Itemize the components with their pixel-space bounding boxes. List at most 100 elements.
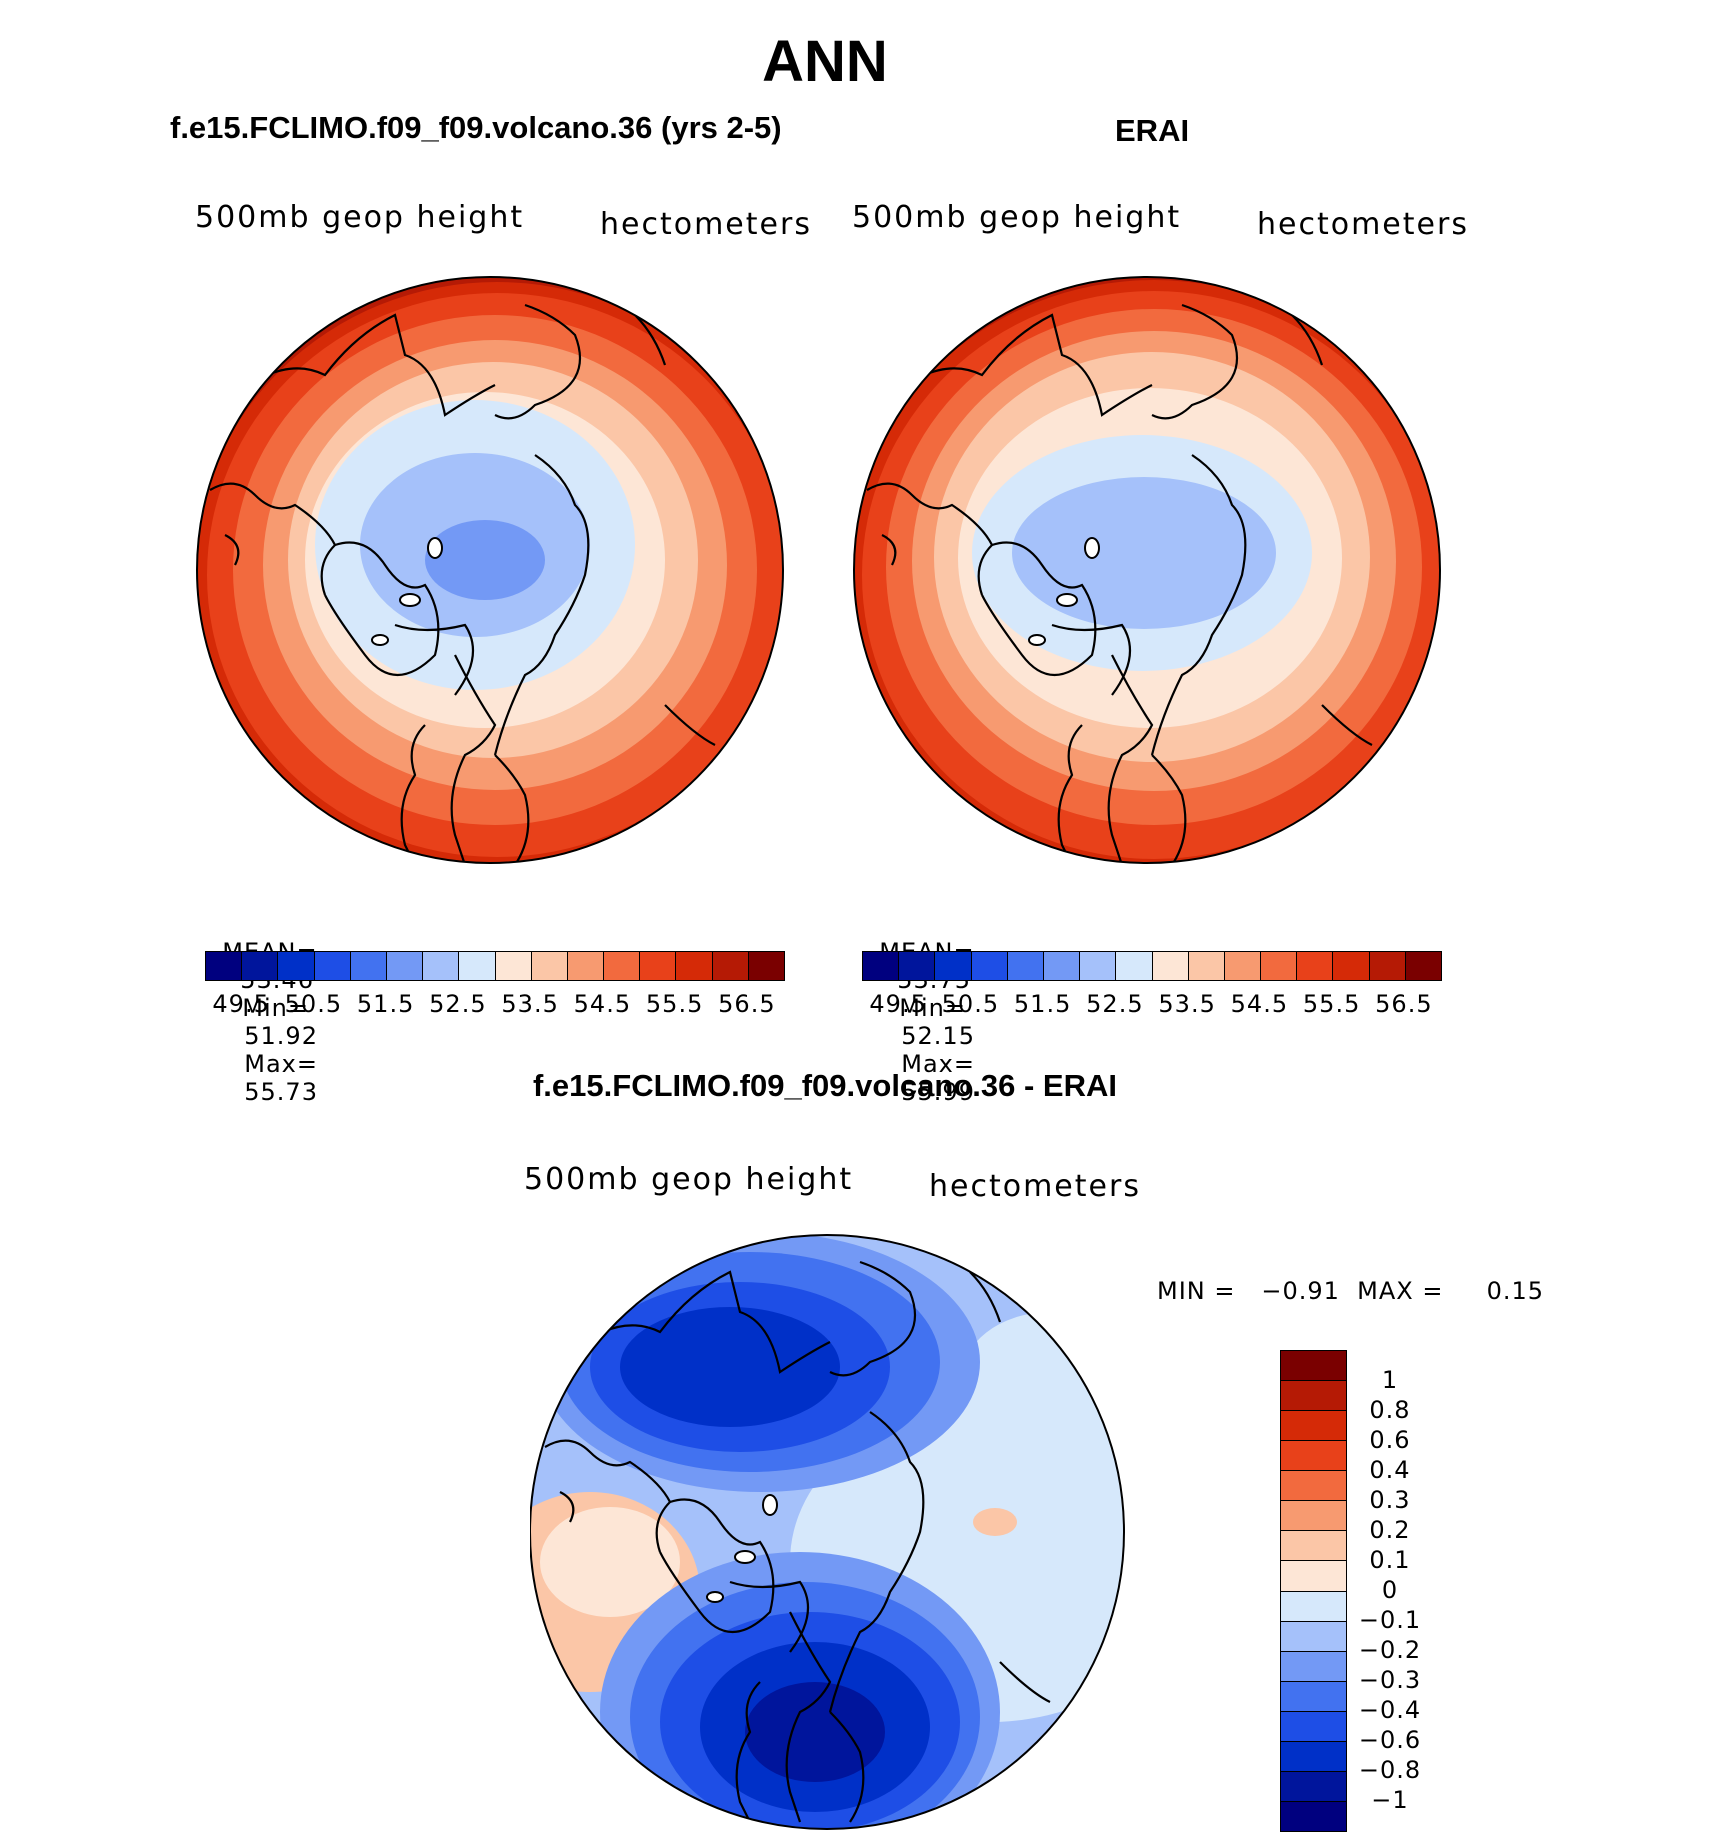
obs-polar-map [853, 276, 1441, 864]
model-polar-map [196, 276, 784, 864]
diff-min-max: MIN = −0.91 MAX = 0.15 [1157, 1277, 1545, 1305]
colorbar-swatch [603, 952, 640, 980]
model-colorbar [205, 951, 785, 981]
colorbar-tick-label: 56.5 [718, 990, 776, 1018]
model-panel-title: f.e15.FCLIMO.f09_f09.volcano.36 (yrs 2-5… [170, 110, 782, 145]
colorbar-tick-label: 52.5 [429, 990, 487, 1018]
colorbar-tick-label: 0.1 [1369, 1546, 1411, 1574]
colorbar-tick-label: 56.5 [1375, 990, 1433, 1018]
colorbar-swatch [1151, 952, 1188, 980]
colorbar-swatch [863, 952, 899, 980]
colorbar-tick-label: 50.5 [941, 990, 1000, 1018]
diff-polar-map [530, 1234, 1125, 1830]
model-units-label: hectometers [600, 207, 812, 242]
colorbar-swatch [1281, 1770, 1346, 1801]
colorbar-swatch [1281, 1800, 1346, 1831]
obs-min-value: 52.15 [901, 1022, 975, 1050]
colorbar-swatch [1281, 1530, 1346, 1561]
obs-colorbar [862, 951, 1442, 981]
colorbar-tick-label: −1 [1371, 1786, 1409, 1814]
colorbar-tick-label: 49.5 [212, 990, 270, 1018]
colorbar-tick-label: 1 [1381, 1366, 1399, 1394]
colorbar-swatch [494, 952, 531, 980]
colorbar-swatch [898, 952, 935, 980]
colorbar-tick-label: 52.5 [1086, 990, 1144, 1018]
model-max-label: Max= [244, 1050, 318, 1078]
colorbar-swatch [675, 952, 712, 980]
colorbar-swatch [639, 952, 676, 980]
colorbar-swatch [566, 952, 604, 980]
colorbar-swatch [1296, 952, 1333, 980]
diff-units-label: hectometers [929, 1169, 1141, 1204]
colorbar-swatch [206, 952, 242, 980]
colorbar-tick-label: −0.1 [1358, 1606, 1422, 1634]
colorbar-swatch [1281, 1470, 1346, 1501]
colorbar-swatch [1281, 1650, 1346, 1681]
colorbar-tick-label: 53.5 [1158, 990, 1216, 1018]
colorbar-swatch [1079, 952, 1116, 980]
colorbar-tick-label: 51.5 [1013, 990, 1072, 1018]
colorbar-tick-label: 51.5 [356, 990, 415, 1018]
colorbar-tick-label: −0.3 [1358, 1666, 1422, 1694]
colorbar-tick-label: 55.5 [1302, 990, 1361, 1018]
colorbar-tick-label: 49.5 [869, 990, 927, 1018]
colorbar-tick-label: 0 [1381, 1576, 1399, 1604]
colorbar-swatch [1281, 1590, 1346, 1621]
obs-max-label: Max= [901, 1050, 975, 1078]
colorbar-swatch [1281, 1620, 1346, 1651]
colorbar-swatch [1404, 952, 1441, 980]
diff-colorbar-ticks: 1 0.8 0.6 0.4 0.3 0.2 0.1 0 −0.1 −0.2 −0.3 −0.4 −0.6… [1355, 1350, 1475, 1830]
colorbar-tick-label: 53.5 [501, 990, 559, 1018]
colorbar-swatch [1223, 952, 1261, 980]
model-max-value: 55.73 [244, 1078, 318, 1106]
colorbar-swatch [349, 952, 386, 980]
colorbar-swatch [277, 952, 314, 980]
colorbar-swatch [1042, 952, 1080, 980]
diff-variable-label: 500mb geop height [524, 1162, 854, 1197]
colorbar-tick-label: 54.5 [1230, 990, 1289, 1018]
colorbar-swatch [1368, 952, 1405, 980]
colorbar-swatch [1281, 1710, 1346, 1741]
colorbar-swatch [1281, 1351, 1346, 1381]
obs-units-label: hectometers [1257, 207, 1469, 242]
colorbar-swatch [313, 952, 350, 980]
colorbar-tick-label: 0.3 [1369, 1486, 1411, 1514]
colorbar-swatch [1187, 952, 1224, 980]
colorbar-swatch [458, 952, 495, 980]
colorbar-swatch [1006, 952, 1043, 980]
colorbar-tick-label: 0.8 [1369, 1396, 1411, 1424]
model-min-value: 51.92 [244, 1022, 318, 1050]
colorbar-swatch [1332, 952, 1369, 980]
obs-variable-label: 500mb geop height [852, 200, 1182, 235]
colorbar-swatch [1281, 1440, 1346, 1471]
colorbar-tick-label: 0.6 [1369, 1426, 1411, 1454]
colorbar-swatch [1281, 1380, 1346, 1411]
colorbar-swatch [711, 952, 748, 980]
colorbar-tick-label: −0.4 [1358, 1696, 1422, 1724]
colorbar-tick-label: 54.5 [573, 990, 632, 1018]
colorbar-swatch [934, 952, 971, 980]
colorbar-swatch [530, 952, 567, 980]
diff-colorbar [1280, 1350, 1347, 1832]
colorbar-swatch [747, 952, 784, 980]
colorbar-swatch [1281, 1680, 1346, 1711]
colorbar-swatch [970, 952, 1007, 980]
obs-colorbar-ticks: 49.5 50.5 51.5 52.5 53.5 54.5 55.5 56.5 [862, 990, 1440, 1020]
model-colorbar-ticks: 49.5 50.5 51.5 52.5 53.5 54.5 55.5 56.5 [205, 990, 783, 1020]
colorbar-swatch [1260, 952, 1297, 980]
colorbar-swatch [1115, 952, 1152, 980]
colorbar-swatch [241, 952, 278, 980]
colorbar-swatch [1281, 1740, 1346, 1771]
obs-max-value: 55.99 [901, 1078, 975, 1106]
obs-min-label: Min= [899, 994, 966, 1022]
model-min-label: Min= [242, 994, 309, 1022]
colorbar-tick-label: 0.2 [1369, 1516, 1411, 1544]
colorbar-swatch [1281, 1500, 1346, 1531]
colorbar-swatch [1281, 1560, 1346, 1591]
colorbar-tick-label: 50.5 [284, 990, 343, 1018]
colorbar-tick-label: −0.8 [1358, 1756, 1422, 1784]
colorbar-swatch [385, 952, 423, 980]
colorbar-swatch [1281, 1410, 1346, 1441]
model-variable-label: 500mb geop height [195, 200, 525, 235]
colorbar-tick-label: 0.4 [1369, 1456, 1411, 1484]
